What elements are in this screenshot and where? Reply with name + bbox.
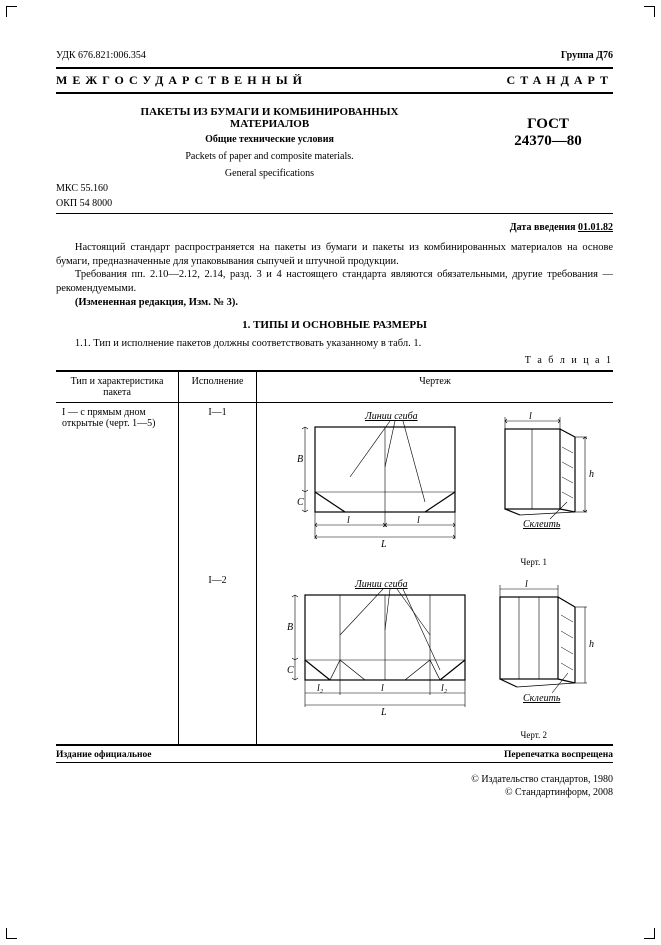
- svg-text:h: h: [589, 469, 594, 480]
- svg-text:L: L: [380, 539, 387, 550]
- svg-text:L: L: [380, 707, 387, 718]
- chert-1-label: Черт. 1: [263, 557, 607, 567]
- body-paragraph-1: Настоящий стандарт распространяется на п…: [56, 241, 613, 268]
- svg-text:l: l: [525, 579, 528, 590]
- footer-left: Издание официальное: [56, 750, 152, 760]
- svg-text:l₂: l₂: [441, 683, 448, 694]
- gost-number-block: ГОСТ 24370—80: [483, 106, 613, 179]
- svg-text:C: C: [297, 497, 304, 508]
- svg-text:Склеить: Склеить: [523, 519, 561, 530]
- svg-text:h: h: [589, 639, 594, 650]
- table-header-exec: Исполнение: [179, 371, 257, 403]
- svg-text:l: l: [417, 515, 420, 526]
- table-header-drawing: Чертеж: [257, 371, 614, 403]
- footer-right: Перепечатка воспрещена: [504, 750, 613, 760]
- standard-banner: МЕЖГОСУДАРСТВЕННЫЙ СТАНДАРТ: [56, 69, 613, 92]
- svg-text:B: B: [287, 622, 293, 633]
- title-en-line2: General specifications: [56, 168, 483, 179]
- svg-text:B: B: [297, 454, 303, 465]
- svg-text:l: l: [529, 411, 532, 422]
- clause-1-1: 1.1. Тип и исполнение пакетов должны соо…: [56, 337, 613, 351]
- chert-2-label: Черт. 2: [263, 730, 607, 740]
- group-code: Группа Д76: [561, 50, 613, 61]
- mks-code: МКС 55.160: [56, 183, 613, 194]
- body-paragraph-3: (Измененная редакция, Изм. № 3).: [56, 296, 613, 310]
- title-ru-line1: ПАКЕТЫ ИЗ БУМАГИ И КОМБИНИРОВАННЫХ: [56, 106, 483, 118]
- svg-text:C: C: [287, 665, 294, 676]
- section-1-title: 1. ТИПЫ И ОСНОВНЫЕ РАЗМЕРЫ: [56, 319, 613, 331]
- copyright-1: © Издательство стандартов, 1980: [56, 773, 613, 786]
- title-en-line1: Packets of paper and composite materials…: [56, 151, 483, 162]
- copyright-2: © Стандартинформ, 2008: [56, 786, 613, 799]
- drawing-chert-1: Линии сгиба B C: [275, 407, 595, 552]
- svg-text:Склеить: Склеить: [523, 693, 561, 704]
- title-ru-sub: Общие технические условия: [56, 134, 483, 145]
- svg-text:l: l: [381, 683, 384, 694]
- body-paragraph-2: Требования пп. 2.10—2.12, 2.14, разд. 3 …: [56, 268, 613, 295]
- udc-code: УДК 676.821:006.354: [56, 50, 146, 61]
- svg-text:l: l: [347, 515, 350, 526]
- intro-date: Дата введения 01.01.82: [56, 222, 613, 233]
- table-1-caption: Т а б л и ц а 1: [56, 355, 613, 366]
- table-row: I—2: [56, 571, 613, 745]
- table-1: Тип и характеристика пакета Исполнение Ч…: [56, 370, 613, 746]
- table-header-type: Тип и характеристика пакета: [56, 371, 179, 403]
- title-ru-line2: МАТЕРИАЛОВ: [56, 118, 483, 130]
- svg-text:Линии сгиба: Линии сгиба: [364, 411, 418, 422]
- svg-text:l₂: l₂: [317, 683, 324, 694]
- svg-text:Линии сгиба: Линии сгиба: [354, 579, 408, 590]
- table-row: I — с прямым дном открытые (черт. 1—5) I…: [56, 402, 613, 571]
- okp-code: ОКП 54 8000: [56, 198, 613, 209]
- drawing-chert-2: Линии сгиба B C: [275, 575, 595, 725]
